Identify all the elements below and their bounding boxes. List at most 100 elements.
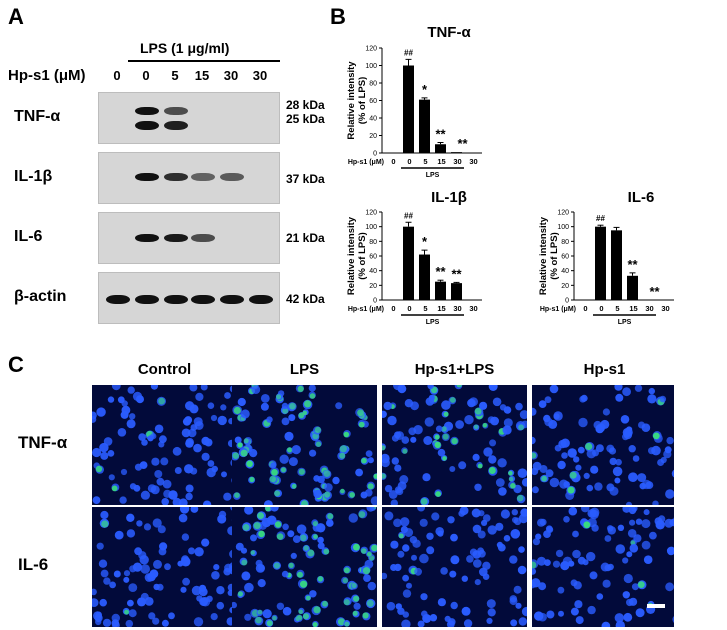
panel-a-letter: A <box>8 4 24 29</box>
blot-strip <box>98 212 280 264</box>
chart-title: IL-1β <box>431 189 467 206</box>
lps-treatment-header: LPS (1 μg/ml) <box>140 40 230 56</box>
blot-band <box>191 295 215 304</box>
blot-band <box>249 295 273 304</box>
significance-annotation: ** <box>451 266 462 281</box>
chart-title: IL-6 <box>628 189 655 206</box>
x-tick-label: 5 <box>423 157 427 166</box>
y-tick-label: 120 <box>365 210 377 217</box>
micrograph <box>92 507 237 627</box>
blot-band <box>135 121 159 130</box>
micrograph <box>532 385 674 505</box>
panel-b-letter: B <box>330 4 346 29</box>
lps-label: LPS <box>618 319 632 326</box>
y-tick-label: 100 <box>365 63 377 70</box>
significance-annotation: ** <box>457 136 468 151</box>
micrograph <box>382 385 527 505</box>
micrograph <box>232 507 377 627</box>
blot-band <box>220 295 244 304</box>
lps-bar-line <box>128 60 280 62</box>
blot-strip <box>98 92 280 144</box>
scale-bar <box>647 604 665 608</box>
y-tick-label: 20 <box>369 133 377 140</box>
micrograph-row-title: IL-6 <box>18 555 49 574</box>
blot-strip <box>98 152 280 204</box>
kda-marker: 25 kDa <box>286 112 325 126</box>
y-tick-label: 60 <box>561 254 569 261</box>
x-tick-label: 0 <box>391 304 395 313</box>
kda-marker: 42 kDa <box>286 292 325 306</box>
significance-annotation: ** <box>649 284 660 299</box>
y-axis-label-line: Relative intensity <box>346 216 357 295</box>
significance-annotation: ## <box>404 211 413 220</box>
blot-band <box>164 107 188 115</box>
micrograph <box>532 507 674 627</box>
bar <box>403 65 414 153</box>
x-tick-label: 15 <box>437 157 445 166</box>
y-axis-label: Relative intensity (% of LPS) <box>538 216 560 295</box>
y-tick-label: 80 <box>561 239 569 246</box>
x-tick-label: 15 <box>629 304 637 313</box>
y-tick-label: 100 <box>365 224 377 231</box>
x-tick-label: 5 <box>423 304 427 313</box>
x-tick-label: 0 <box>407 304 411 313</box>
micrograph <box>232 385 377 505</box>
blot-band <box>220 173 244 181</box>
lane-label: 30 <box>252 68 268 83</box>
bar <box>627 275 638 300</box>
x-tick-label: 30 <box>661 304 669 313</box>
y-tick-label: 60 <box>369 98 377 105</box>
x-prefix-label: Hp-s1 (μM) <box>348 306 384 313</box>
chart-il-6: IL-6 Relative intensity (% of LPS) 0 20 40 60 8… <box>538 189 674 326</box>
x-tick-label: 30 <box>453 304 461 313</box>
significance-annotation: * <box>422 234 428 249</box>
blot-label: β-actin <box>14 288 67 305</box>
blot-band <box>164 295 188 304</box>
lane-label: 0 <box>113 68 121 83</box>
x-tick-label: 30 <box>645 304 653 313</box>
bar <box>611 230 622 300</box>
y-tick-label: 120 <box>365 46 377 53</box>
x-prefix-label: Hp-s1 (μM) <box>348 159 384 166</box>
bar <box>451 283 462 300</box>
x-tick-label: 30 <box>469 304 477 313</box>
y-tick-label: 0 <box>373 298 377 305</box>
lane-label: 30 <box>223 68 239 83</box>
panel-c-letter: C <box>8 352 24 377</box>
dose-label: Hp-s1 (μM) <box>8 67 86 84</box>
y-tick-label: 80 <box>369 239 377 246</box>
x-tick-label: 0 <box>391 157 395 166</box>
y-tick-label: 20 <box>369 283 377 290</box>
lps-label: LPS <box>426 319 440 326</box>
significance-annotation: ** <box>435 127 446 142</box>
y-axis-label-line: (% of LPS) <box>357 77 368 125</box>
y-tick-label: 0 <box>565 298 569 305</box>
y-axis-label: Relative intensity (% of LPS) <box>346 61 368 140</box>
blot-band <box>191 234 215 242</box>
y-tick-label: 0 <box>373 151 377 158</box>
y-axis-label-line: Relative intensity <box>538 216 549 295</box>
bar <box>451 152 462 153</box>
significance-annotation: ## <box>404 48 413 57</box>
blot-label: TNF-α <box>14 108 61 125</box>
lane-label: 15 <box>194 68 210 83</box>
y-tick-label: 40 <box>369 116 377 123</box>
micrograph <box>382 507 527 627</box>
y-tick-label: 80 <box>369 81 377 88</box>
bar <box>419 254 430 300</box>
chart-il-1beta: IL-1β Relative intensity (% of LPS) 0 20 40 60… <box>346 189 482 326</box>
blot-band <box>106 295 130 304</box>
kda-marker: 28 kDa <box>286 98 325 112</box>
x-tick-label: 0 <box>583 304 587 313</box>
significance-annotation: * <box>422 82 428 97</box>
y-tick-label: 40 <box>369 268 377 275</box>
y-tick-label: 100 <box>557 224 569 231</box>
y-axis-label-line: (% of LPS) <box>357 232 368 280</box>
y-tick-label: 120 <box>557 210 569 217</box>
lane-label: 5 <box>171 68 179 83</box>
y-tick-label: 20 <box>561 283 569 290</box>
blot-band <box>164 173 188 181</box>
x-tick-label: 0 <box>407 157 411 166</box>
blot-band <box>135 234 159 242</box>
lps-label: LPS <box>426 172 440 179</box>
